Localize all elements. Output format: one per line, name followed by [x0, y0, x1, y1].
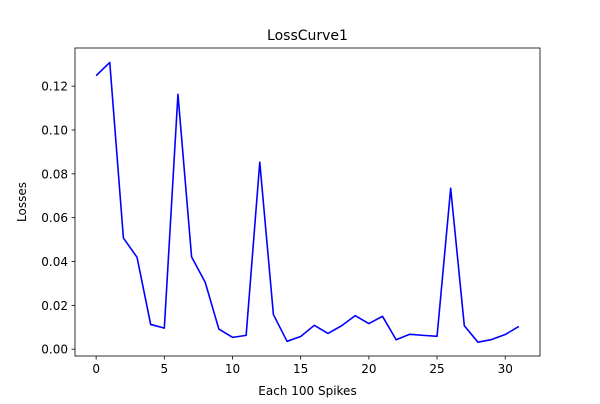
- y-tick-label: 0.04: [41, 255, 68, 269]
- x-tick-label: 15: [293, 362, 308, 376]
- x-tick-label: 25: [429, 362, 444, 376]
- y-tick-label: 0.06: [41, 211, 68, 225]
- y-tick-label: 0.12: [41, 80, 68, 94]
- y-axis: 0.00 0.02 0.04 0.06 0.08 0.10 0.12: [41, 80, 75, 357]
- x-tick-label: 5: [160, 362, 168, 376]
- chart-title: LossCurve1: [267, 28, 348, 44]
- y-tick-label: 0.02: [41, 299, 68, 313]
- loss-series-line: [95, 61, 520, 343]
- x-axis: 0 5 10 15 20 25 30: [92, 356, 513, 376]
- x-tick-label: 30: [498, 362, 513, 376]
- y-axis-label: Losses: [15, 182, 29, 222]
- x-tick-label: 20: [361, 362, 376, 376]
- y-tick-label: 0.10: [41, 123, 68, 137]
- x-tick-label: 0: [92, 362, 100, 376]
- plot-frame: [74, 47, 541, 357]
- series-layer: [95, 61, 520, 343]
- y-tick-label: 0.08: [41, 167, 68, 181]
- x-tick-label: 10: [225, 362, 240, 376]
- x-axis-label: Each 100 Spikes: [258, 384, 356, 398]
- y-tick-label: 0.00: [41, 343, 68, 357]
